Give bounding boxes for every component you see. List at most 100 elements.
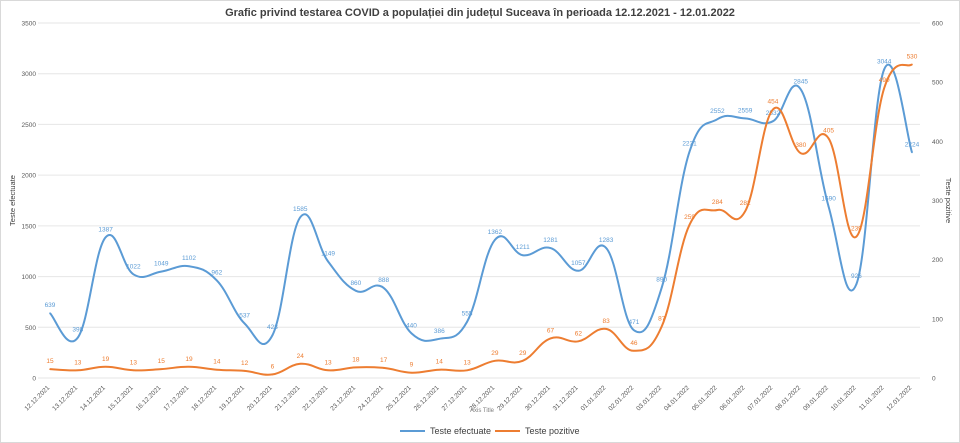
data-point-teste-efectuate [382,287,385,289]
x-tick-label: 26.12.2021 [413,384,441,412]
right-tick-label: 100 [932,316,943,323]
data-label-teste-efectuate: 2845 [794,78,809,85]
x-tick-label: 08.01.2022 [774,384,802,412]
x-tick-label: 15.12.2021 [107,384,135,412]
data-point-teste-pozitive [549,337,552,340]
data-point-teste-pozitive [633,349,635,352]
data-label-teste-efectuate: 1585 [293,206,308,213]
data-point-teste-efectuate [160,270,163,273]
data-label-teste-efectuate: 1057 [571,260,586,267]
data-label-teste-pozitive: 490 [879,77,890,84]
x-tick-label: 20.12.2021 [246,384,274,412]
data-label-teste-pozitive: 18 [352,356,360,363]
x-tick-label: 11.01.2022 [858,384,886,412]
data-point-teste-efectuate [216,279,218,282]
data-point-teste-pozitive [688,223,691,226]
x-tick-label: 13.12.2021 [51,384,79,412]
data-point-teste-pozitive [883,87,885,89]
data-point-teste-efectuate [660,286,663,289]
data-point-teste-efectuate [466,320,468,323]
data-point-teste-pozitive [799,152,802,154]
data-point-teste-pozitive [744,210,746,212]
data-point-teste-efectuate [355,289,357,292]
right-tick-label: 300 [932,198,943,205]
left-tick-label: 3500 [22,21,37,28]
data-label-teste-pozitive: 46 [630,340,638,347]
data-label-teste-efectuate: 386 [434,328,445,335]
data-label-teste-efectuate: 888 [378,277,389,284]
data-point-teste-efectuate [605,247,607,249]
left-axis-ticks: 0 500 1000 1500 2000 2500 3000 3500 [22,21,37,383]
data-point-teste-pozitive [271,373,274,376]
data-point-teste-efectuate [327,260,329,263]
left-tick-label: 2000 [22,173,37,180]
data-point-teste-pozitive [132,369,135,372]
data-point-teste-pozitive [216,368,218,371]
x-tick-label: 19.12.2021 [218,384,246,412]
x-tick-label: 07.01.2022 [746,384,774,412]
chart-title: Grafic privind testarea COVID a populați… [225,7,735,19]
data-label-teste-pozitive: 14 [213,359,221,366]
right-axis-title: Teste pozitive [944,178,953,223]
left-tick-label: 1500 [22,223,37,230]
left-axis-title: Teste efectuate [8,175,17,226]
data-point-teste-pozitive [327,369,329,372]
data-point-teste-pozitive [716,209,719,211]
right-tick-label: 400 [932,139,943,146]
x-tick-label: 01.01.2022 [580,384,608,412]
data-label-teste-pozitive: 405 [823,127,834,134]
left-tick-label: 1000 [22,274,37,281]
data-label-teste-pozitive: 29 [519,350,527,357]
data-label-teste-efectuate: 2224 [905,141,920,148]
data-label-teste-efectuate: 1281 [543,237,558,244]
data-point-teste-efectuate [77,336,79,339]
x-tick-label: 31.12.2021 [552,384,580,412]
data-label-teste-pozitive: 15 [46,358,54,365]
data-label-teste-pozitive: 530 [907,53,918,60]
x-tick-label: 06.01.2022 [719,384,747,412]
right-axis-ticks: 0 100 200 300 400 500 600 [932,21,943,383]
data-point-teste-efectuate [827,205,830,208]
data-point-teste-pozitive [188,365,190,368]
data-point-teste-pozitive [772,108,774,111]
data-point-teste-pozitive [577,340,580,343]
data-label-teste-efectuate: 1049 [154,261,169,268]
data-point-teste-efectuate [883,68,885,71]
data-point-teste-efectuate [410,332,413,335]
legend: Teste efectuate Teste pozitive [400,426,580,436]
data-label-teste-pozitive: 239 [851,226,862,233]
data-label-teste-efectuate: 1283 [599,237,614,244]
x-tick-label: 03.01.2022 [635,384,663,412]
x-tick-label: 14.12.2021 [79,384,107,412]
x-axis-ticks: 12.12.2021 13.12.2021 14.12.2021 15.12.2021… [23,384,913,412]
data-label-teste-efectuate: 2559 [738,107,753,114]
x-tick-label: 02.01.2022 [607,384,635,412]
left-tick-label: 3000 [22,71,37,78]
data-label-teste-efectuate: 962 [211,269,222,276]
data-label-teste-efectuate: 3044 [877,58,892,65]
data-point-teste-efectuate [521,254,524,256]
data-label-teste-efectuate: 537 [239,313,250,320]
x-tick-label: 18.12.2021 [190,384,218,412]
data-point-teste-pozitive [660,325,663,328]
right-tick-label: 200 [932,257,943,264]
data-label-teste-pozitive: 284 [712,199,723,206]
data-label-teste-pozitive: 83 [603,318,611,325]
data-label-teste-pozitive: 17 [380,357,388,364]
data-point-teste-efectuate [104,236,107,239]
data-label-teste-pozitive: 29 [491,350,499,357]
x-tick-label: 23.12.2021 [329,384,357,412]
data-point-teste-pozitive [605,328,607,330]
left-tick-label: 0 [32,376,36,383]
data-label-teste-pozitive: 13 [324,359,332,366]
x-tick-label: 25.12.2021 [385,384,413,412]
x-axis-title: Axis Title [470,408,495,414]
legend-label-teste-efectuate: Teste efectuate [430,426,491,436]
x-tick-label: 21.12.2021 [274,384,302,412]
x-tick-label: 04.01.2022 [663,384,691,412]
data-label-teste-pozitive: 13 [463,359,471,366]
data-label-teste-pozitive: 62 [575,330,583,337]
